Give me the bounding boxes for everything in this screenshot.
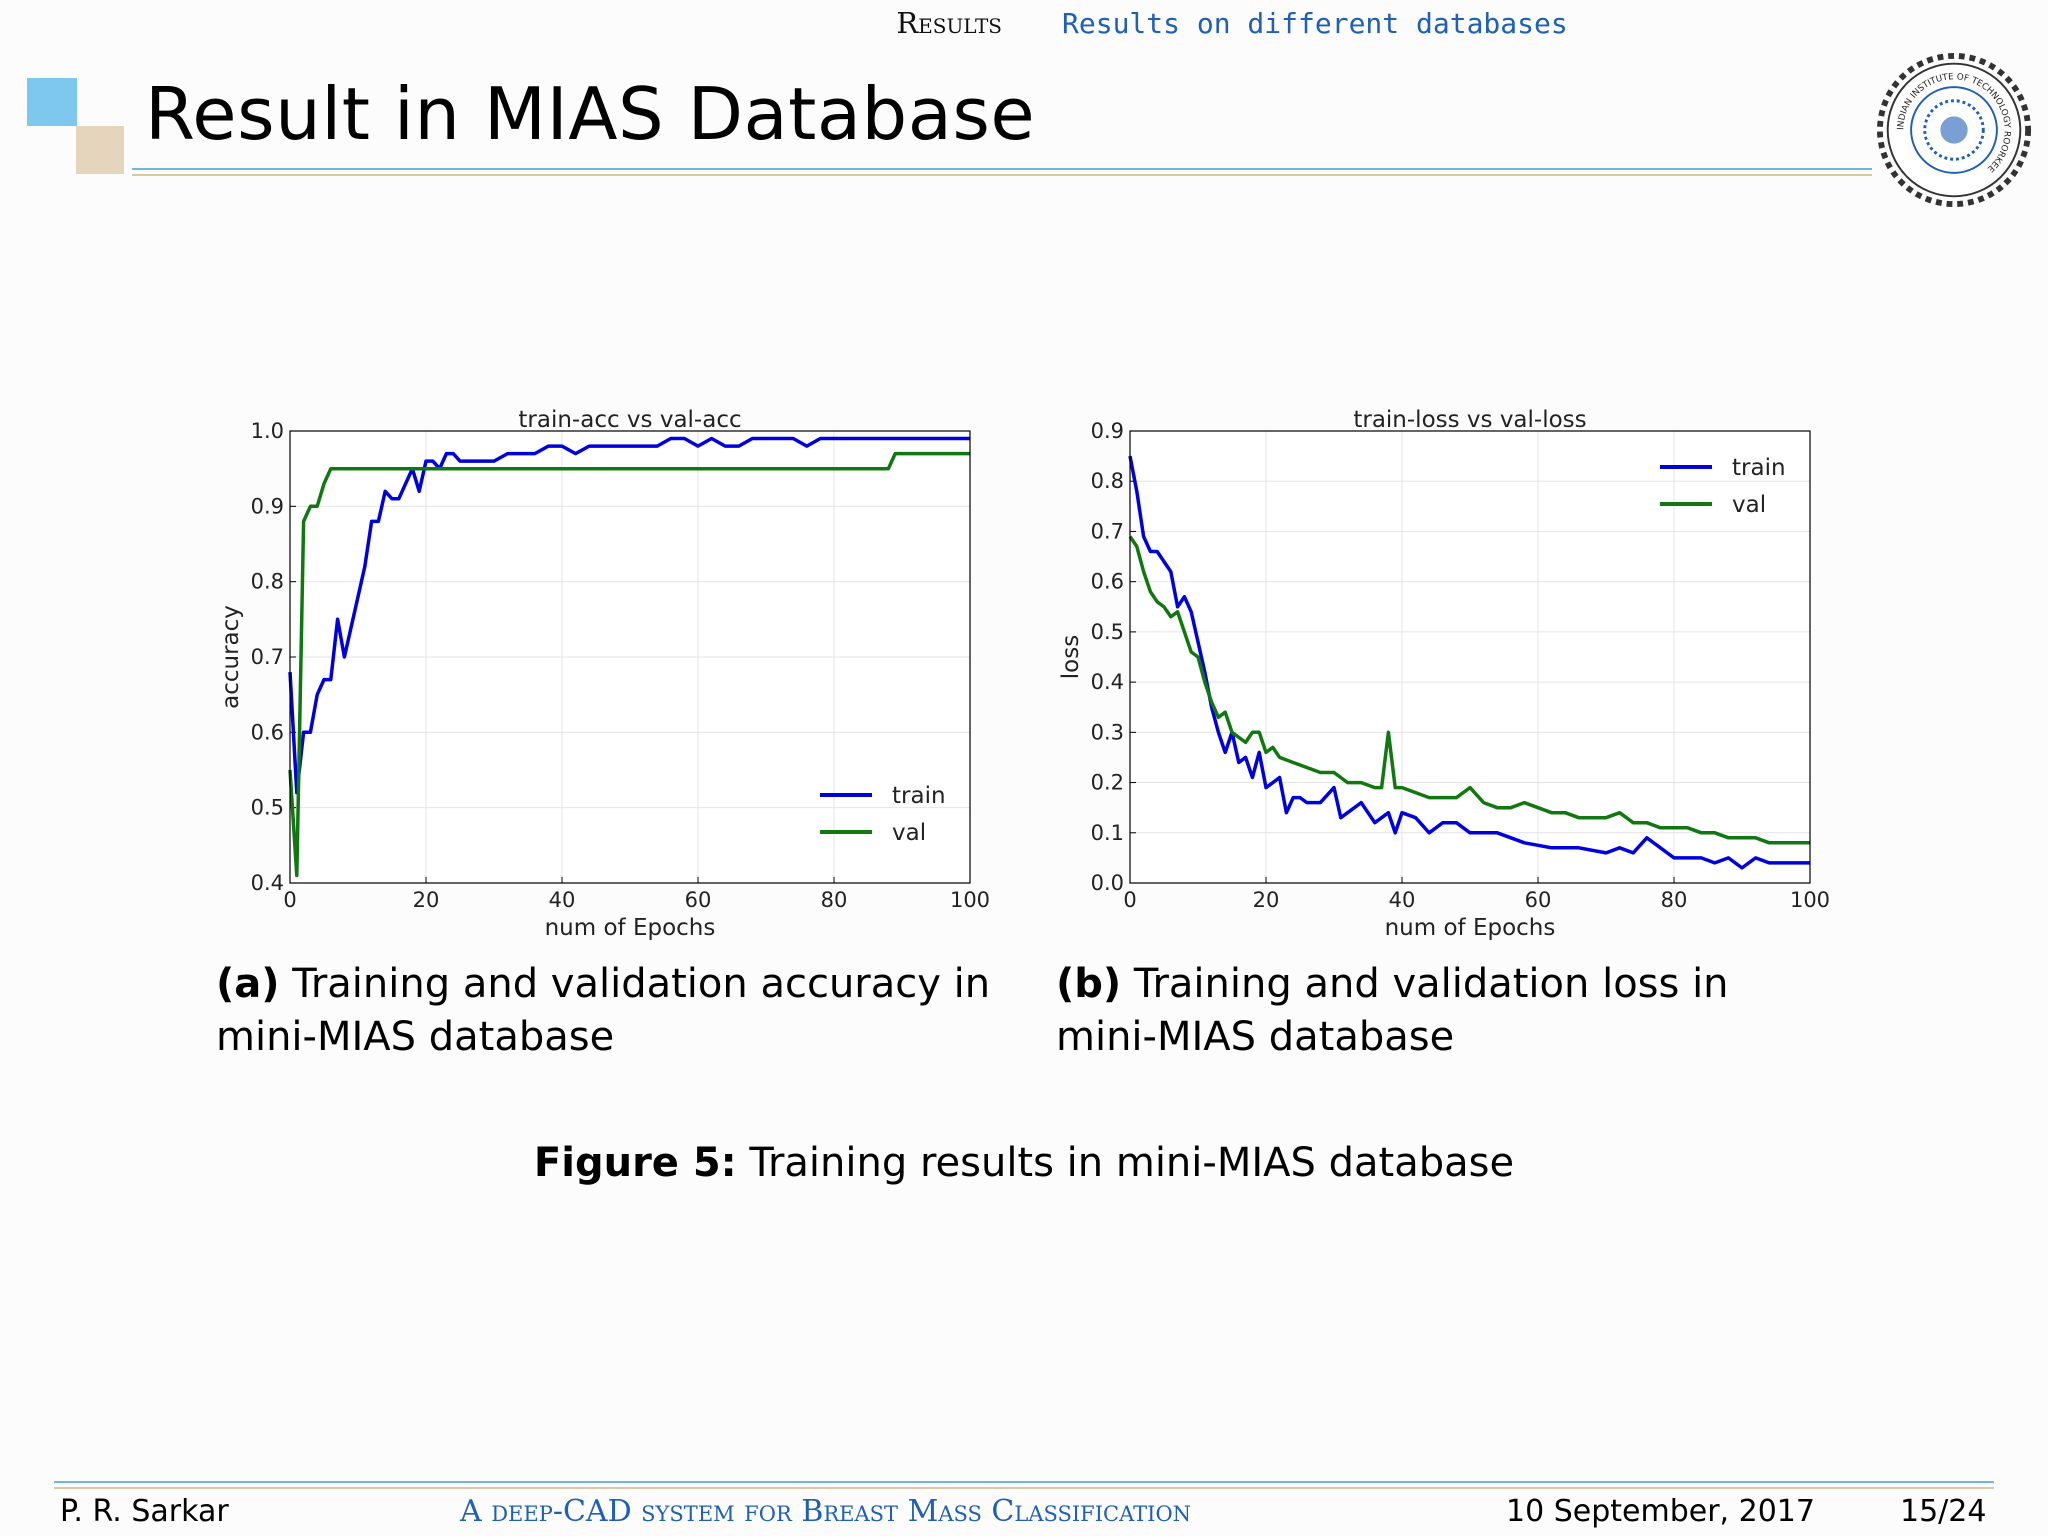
chart-a-y-tick-label: 0.9 — [251, 494, 284, 518]
footer-talk-title: A deep-CAD system for Breast Mass Classi… — [460, 1494, 1192, 1529]
chart-a-x-tick-label: 60 — [685, 888, 712, 912]
caption-a: (a) Training and validation accuracy in … — [216, 958, 1006, 1064]
seal-center — [1940, 116, 1968, 144]
footer-rule-secondary — [54, 1487, 1994, 1489]
chart-b-y-tick-label: 0.6 — [1091, 570, 1124, 594]
loss-chart: 0 20 40 60 80 100 0.0 0.1 0.2 0.3 0.4 0.5 0.6 0.7 0.8 0… — [1058, 407, 1830, 941]
chart-b-x-tick-label: 80 — [1661, 888, 1688, 912]
chart-a-x-tick-label: 80 — [821, 888, 848, 912]
chart-a-y-axis-label: accuracy — [218, 605, 244, 709]
chart-a-y-tick-label: 0.7 — [251, 645, 284, 669]
chart-b-y-tick-label: 0.4 — [1091, 670, 1124, 694]
chart-b-y-tick-label: 0.3 — [1091, 720, 1124, 744]
seal-gear-ring — [1876, 52, 2032, 208]
chart-b-series-train — [1128, 455, 1810, 870]
chart-b-x-tick-label: 60 — [1525, 888, 1552, 912]
chart-b-frame — [1129, 430, 1811, 884]
chart-b-x-tick-label: 20 — [1253, 888, 1280, 912]
title-rule-secondary — [132, 174, 1872, 176]
chart-a-frame — [289, 430, 971, 884]
chart-b-y-tick-label: 0.2 — [1091, 771, 1124, 795]
chart-a-y-tick-label: 0.4 — [251, 871, 284, 895]
chart-a-legend-label-val: val — [892, 820, 926, 846]
chart-a-x-tick-label: 100 — [950, 888, 990, 912]
caption-a-label: (a) — [216, 961, 280, 1007]
chart-b-x-axis-label: num of Epochs — [1385, 915, 1556, 941]
chart-a-x-tick-label: 20 — [413, 888, 440, 912]
chart-b-y-tick-label: 0.1 — [1091, 821, 1124, 845]
seal-wheel — [1923, 99, 1985, 161]
decorative-square-tan — [76, 126, 124, 174]
nav-subsection[interactable]: Results on different databases — [1062, 7, 1568, 40]
chart-a-y-tick-label: 0.5 — [251, 796, 284, 820]
slide-title: Result in MIAS Database — [145, 72, 1036, 156]
seal-inner-ring — [1910, 86, 1998, 174]
chart-b-y-axis-label: loss — [1058, 635, 1084, 679]
chart-b-title: train-loss vs val-loss — [1353, 407, 1586, 433]
chart-a-x-axis-label: num of Epochs — [545, 915, 716, 941]
chart-b-legend-label-val: val — [1732, 492, 1766, 518]
chart-a-title: train-acc vs val-acc — [518, 407, 741, 433]
figure-label: Figure 5: — [533, 1140, 737, 1186]
chart-a-x-tick-label: 40 — [549, 888, 576, 912]
chart-b-x-tick-label: 100 — [1790, 888, 1830, 912]
chart-b-x-tick-label: 40 — [1389, 888, 1416, 912]
chart-b-y-tick-label: 0.8 — [1091, 469, 1124, 493]
chart-b-plot-area — [1130, 431, 1810, 883]
chart-b-y-tick-label: 0.7 — [1091, 519, 1124, 543]
footer: P. R. Sarkar A deep-CAD system for Breas… — [0, 1494, 2048, 1534]
chart-b-x-tick-label: 0 — [1123, 888, 1136, 912]
caption-b-text: Training and validation loss in mini-MIA… — [1056, 961, 1729, 1060]
footer-author: P. R. Sarkar — [60, 1494, 229, 1529]
chart-b-series-val — [1128, 535, 1810, 845]
chart-a-legend-label-train: train — [892, 783, 946, 809]
chart-a-y-tick-label: 1.0 — [251, 419, 284, 443]
chart-b-legend-label-train: train — [1732, 455, 1786, 481]
chart-a-y-tick-label: 0.6 — [251, 720, 284, 744]
footer-page-number: 15/24 — [1900, 1494, 1987, 1529]
title-rule — [132, 168, 1872, 170]
footer-date: 10 September, 2017 — [1506, 1494, 1815, 1529]
chart-b-y-tick-label: 0.5 — [1091, 620, 1124, 644]
institute-seal-icon: INDIAN INSTITUTE OF TECHNOLOGY ROORKEE — [1876, 52, 2032, 208]
chart-a-y-tick-label: 0.8 — [251, 570, 284, 594]
nav-section[interactable]: Results — [896, 6, 1002, 40]
accuracy-chart: 0 20 40 60 80 100 0.4 0.5 0.6 0.7 0.8 0.9 1.0 train-a… — [218, 407, 990, 941]
caption-a-text: Training and validation accuracy in mini… — [216, 961, 991, 1060]
caption-b-label: (b) — [1056, 961, 1122, 1007]
figure-caption: Figure 5: Training results in mini-MIAS … — [0, 1140, 2048, 1186]
decorative-square-blue — [27, 78, 77, 126]
caption-b: (b) Training and validation loss in mini… — [1056, 958, 1806, 1064]
chart-a-series-train — [288, 436, 970, 795]
chart-b-y-tick-label: 0.0 — [1091, 871, 1124, 895]
chart-a-x-tick-label: 0 — [283, 888, 296, 912]
chart-b-y-tick-label: 0.9 — [1091, 419, 1124, 443]
footer-rule — [54, 1481, 1994, 1483]
chart-a-series-val — [288, 451, 970, 878]
figure-text: Training results in mini-MIAS database — [749, 1140, 1515, 1186]
header-nav: Results Results on different databases — [0, 6, 2048, 46]
